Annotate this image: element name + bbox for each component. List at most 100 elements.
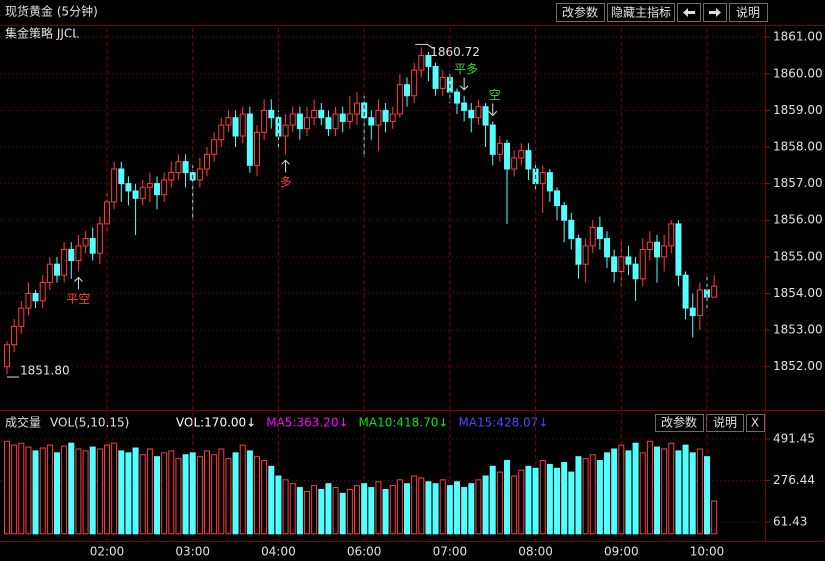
candle-body <box>611 256 618 273</box>
volume-bar <box>661 448 668 535</box>
volume-bar <box>254 456 261 535</box>
candle-body <box>211 139 218 155</box>
y-tick-label: 491.45 <box>773 432 815 446</box>
button[interactable] <box>746 414 765 432</box>
volume-readout: MA15:428.07↓ <box>458 416 548 430</box>
volume-bar <box>61 445 68 535</box>
candle-body <box>361 102 368 119</box>
y-tick-label: 1853.00 <box>773 323 823 337</box>
candle-body <box>689 307 696 316</box>
button-label[interactable]: X <box>751 416 759 430</box>
volume-bar <box>68 442 75 535</box>
button-label[interactable]: 隐藏主指标 <box>611 5 671 20</box>
volume-bar <box>482 475 489 535</box>
volume-bar <box>496 471 503 535</box>
candle-body <box>675 223 682 276</box>
volume-bar <box>639 452 646 535</box>
volume-bar <box>546 463 553 535</box>
y-tick-label: 1861.00 <box>773 30 823 44</box>
volume-bar <box>525 465 532 535</box>
x-tick-label: 09:00 <box>604 545 639 559</box>
volume-bar <box>582 458 589 535</box>
volume-bar <box>75 448 82 535</box>
candle-body <box>289 113 296 126</box>
candle-body <box>161 179 168 196</box>
candle-body <box>196 168 203 181</box>
y-tick-label: 1859.00 <box>773 103 823 117</box>
candle-body <box>454 91 461 104</box>
volume-bar <box>475 479 482 535</box>
volume-bar <box>596 460 603 535</box>
button-label[interactable]: 改参数 <box>562 5 598 20</box>
volume-bar <box>489 465 496 535</box>
page-title: 现货黄金 (5分钟) <box>5 4 98 19</box>
candle-body <box>568 219 575 240</box>
volume-bar <box>25 446 32 535</box>
candle-body <box>346 113 353 122</box>
candle-body <box>554 190 561 207</box>
volume-bar <box>132 447 139 535</box>
y-tick-label: 276.44 <box>773 473 815 487</box>
candle-body <box>396 84 403 115</box>
button-label[interactable]: 说明 <box>713 415 737 430</box>
volume-bar <box>404 483 411 535</box>
button-label[interactable]: 说明 <box>736 5 760 20</box>
signal-arrow <box>74 276 83 290</box>
volume-bar <box>268 465 275 535</box>
volume-readout: MA10:418.70↓ <box>359 416 449 430</box>
candle-body <box>39 281 46 302</box>
candle-body <box>218 124 225 141</box>
button[interactable] <box>607 3 675 22</box>
volume-bar <box>368 487 375 535</box>
candle-body <box>246 113 253 166</box>
candle-body <box>32 292 39 302</box>
candle-body <box>711 285 718 298</box>
volume-bar <box>189 452 196 535</box>
candle-body <box>582 245 589 265</box>
y-tick-label: 1854.00 <box>773 286 823 300</box>
volume-bar <box>375 481 382 535</box>
button[interactable] <box>706 414 744 432</box>
volume-readout: VOL:170.00↓ <box>176 416 256 430</box>
y-tick-label: 1858.00 <box>773 140 823 154</box>
volume-bar <box>218 448 225 535</box>
volume-bar <box>632 442 639 535</box>
candle-body <box>182 161 189 174</box>
candle-body <box>518 150 525 159</box>
arrow-left-icon[interactable] <box>683 8 695 17</box>
volume-bar <box>689 452 696 535</box>
candle-body <box>461 102 468 111</box>
button-label[interactable]: 改参数 <box>661 415 697 430</box>
candle-body <box>432 65 439 89</box>
candle-body <box>661 245 668 258</box>
volume-bar <box>39 447 46 535</box>
candle-body <box>168 172 175 181</box>
candle-body <box>318 109 325 119</box>
button[interactable] <box>556 3 605 22</box>
candle-body <box>696 289 703 316</box>
candle-body <box>668 223 675 247</box>
volume-bar <box>504 460 511 535</box>
candle-body <box>118 168 125 185</box>
candle-body <box>646 241 653 251</box>
volume-bar <box>461 487 468 535</box>
candle-body <box>261 109 268 133</box>
button[interactable] <box>729 3 768 22</box>
candle-body <box>389 113 396 122</box>
arrow-right-icon[interactable] <box>709 8 721 17</box>
x-tick-label: 08:00 <box>518 545 553 559</box>
candle-body <box>296 113 303 130</box>
y-tick-label: 1856.00 <box>773 213 823 227</box>
signal-label: 平空 <box>66 292 90 306</box>
volume-bar <box>282 479 289 535</box>
signal-arrow <box>459 77 469 91</box>
volume-bar <box>11 444 18 535</box>
candle-body <box>496 142 503 155</box>
volume-bar <box>618 444 625 535</box>
button[interactable] <box>655 414 704 432</box>
volume-bar <box>554 467 561 535</box>
volume-bar <box>318 488 325 535</box>
volume-bar <box>4 440 10 535</box>
volume-bar <box>211 454 218 535</box>
candle-body <box>354 102 361 115</box>
